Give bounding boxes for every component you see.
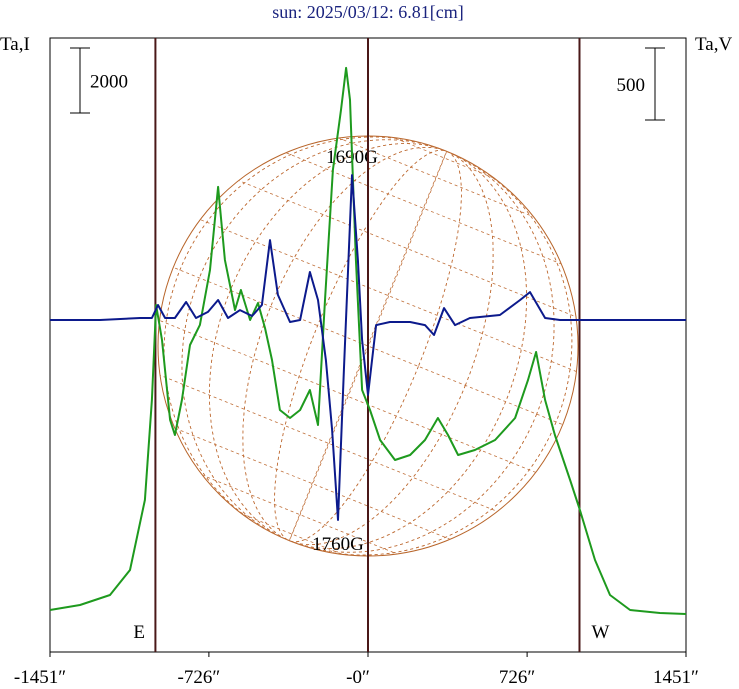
scale-label: 500 — [617, 75, 646, 96]
meridian — [274, 149, 462, 543]
scale-label: 2000 — [90, 72, 128, 93]
limb-label: E — [133, 622, 145, 643]
x-tick-label: 1451″ — [653, 667, 699, 688]
parallel — [158, 245, 578, 447]
x-tick-label: 726″ — [499, 667, 535, 688]
chart-title: sun: 2025/03/12: 6.81[cm] — [272, 2, 464, 22]
x-tick-label: -0″ — [346, 667, 370, 688]
annotation: 1760G — [312, 534, 364, 555]
x-tick-label: -1451″ — [14, 667, 66, 688]
heliographic-grid — [158, 136, 578, 556]
x-tick-label: -726″ — [178, 667, 221, 688]
y2-axis-label: Ta,V — [695, 34, 732, 55]
y-axis-label: Ta,I — [0, 34, 30, 55]
parallel — [158, 342, 578, 545]
limb-label: W — [591, 622, 609, 643]
series-line — [49, 66, 687, 615]
solar-disc — [157, 135, 579, 557]
series-line — [50, 174, 686, 521]
parallel — [158, 147, 578, 350]
parallel — [158, 194, 578, 397]
parallel — [158, 295, 578, 498]
